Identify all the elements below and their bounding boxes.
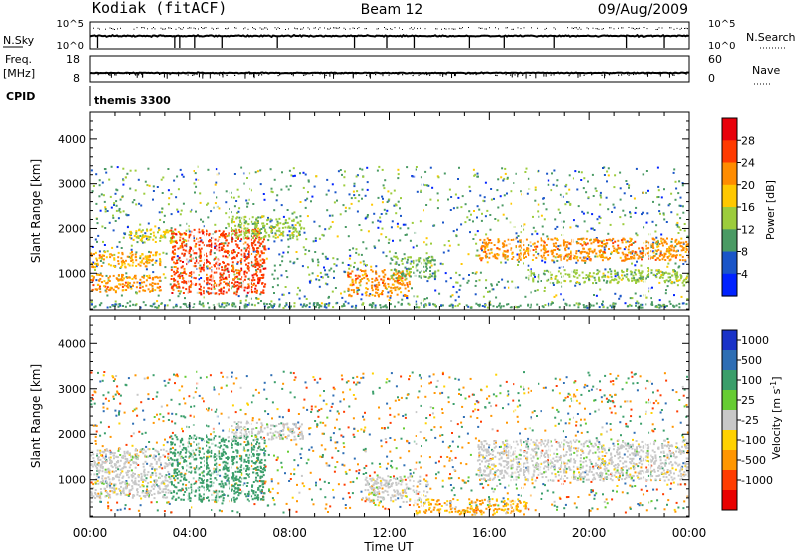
colorbar-swatch (722, 390, 737, 411)
y-tick-label: 1000 (58, 267, 86, 280)
y-tick-label: 3000 (58, 383, 86, 396)
colorbar-swatch (722, 184, 737, 208)
colorbar-swatch (722, 118, 737, 141)
colorbar-tick-label: 4 (741, 268, 748, 281)
power-colorbar: 28 24 20 16 12 8 4 (721, 117, 755, 297)
colorbar-tick-label: 20 (741, 179, 755, 192)
freq-tick-top: 18 (66, 53, 80, 66)
power-heatmap (90, 165, 689, 309)
nsky-trace (89, 33, 689, 48)
velocity-colorbar-label-sup: -1 (769, 381, 778, 389)
freq-tick-bottom: 8 (73, 72, 80, 85)
colorbar-swatch (722, 140, 737, 164)
colorbar-tick-label: -500 (741, 454, 766, 467)
velocity-y-axis: 1000 2000 3000 4000 (58, 315, 689, 517)
x-tick-label: 00:00 (73, 526, 108, 540)
power-y-axis: 1000 2000 3000 4000 (58, 111, 689, 310)
x-tick-label: 12:00 (372, 526, 407, 540)
x-tick-label: 00:00 (672, 526, 707, 540)
colorbar-swatch (722, 410, 737, 431)
velocity-ylabel: Slant Range [km] (29, 364, 43, 468)
colorbar-swatch (722, 470, 737, 491)
power-x-ticks (89, 112, 690, 310)
nsearch-tick-bottom: 10^0 (708, 41, 735, 52)
y-tick-label: 2000 (58, 428, 86, 441)
freq-unit: [MHz] (3, 67, 35, 80)
colorbar-swatch (722, 162, 737, 186)
nsky-tick-top: 10^5 (57, 19, 84, 30)
colorbar-swatch (722, 450, 737, 471)
colorbar-tick-label: 25 (741, 394, 755, 407)
power-ylabel: Slant Range [km] (29, 159, 43, 263)
nave-tick-bottom: 0 (708, 72, 715, 85)
colorbar-tick-label: 100 (741, 374, 762, 387)
freq-panel-frame (89, 55, 690, 83)
colorbar-tick-label: -100 (741, 434, 766, 447)
velocity-heatmap (90, 370, 689, 516)
y-tick-label: 2000 (58, 222, 86, 235)
colorbar-swatch (722, 330, 737, 351)
power-colorbar-label: Power [dB] (764, 180, 777, 240)
colorbar-tick-label: 8 (741, 246, 748, 259)
station-title: Kodiak (fitACF) (92, 0, 227, 17)
nsearch-tick-top: 10^5 (708, 19, 735, 30)
x-tick-label: 04:00 (173, 526, 208, 540)
nsearch-trace (93, 27, 688, 30)
cpid-value: themis 3300 (94, 94, 171, 107)
colorbar-swatch (722, 251, 737, 275)
freq-trace (89, 71, 689, 79)
y-tick-label: 4000 (58, 337, 86, 350)
colorbar-tick-label: 24 (741, 157, 755, 170)
colorbar-swatch (722, 207, 737, 230)
colorbar-swatch (722, 430, 737, 451)
velocity-colorbar-label-close: ] (770, 376, 783, 380)
colorbar-swatch (722, 229, 737, 253)
x-tick-label: 08:00 (272, 526, 307, 540)
colorbar-swatch (722, 370, 737, 391)
freq-label: Freq. (5, 53, 32, 66)
nsearch-label: N.Search (746, 31, 796, 44)
cpid-label: CPID (6, 90, 35, 103)
nsky-tick-bottom: 10^0 (57, 41, 84, 52)
y-tick-label: 1000 (58, 474, 86, 487)
nave-label: Nave (752, 64, 780, 77)
x-tick-label: 20:00 (572, 526, 607, 540)
velocity-colorbar-label-main: Velocity [m s (770, 388, 783, 459)
colorbar-swatch (722, 350, 737, 371)
nave-trace (97, 72, 687, 77)
colorbar-tick-label: 16 (741, 201, 755, 214)
velocity-colorbar-label: Velocity [m s-1] (769, 376, 783, 459)
colorbar-tick-label: -25 (741, 414, 759, 427)
y-tick-label: 3000 (58, 178, 86, 191)
colorbar-swatch (722, 490, 737, 511)
velocity-x-axis: 00:00 04:00 08:00 12:00 16:00 20:00 00:00 (73, 316, 707, 540)
colorbar-tick-label: 12 (741, 223, 755, 236)
x-tick-label: 16:00 (472, 526, 507, 540)
x-axis-label: Time UT (363, 540, 414, 554)
y-tick-label: 4000 (58, 133, 86, 146)
beam-title: Beam 12 (361, 2, 424, 18)
colorbar-tick-label: -1000 (741, 474, 773, 487)
colorbar-tick-label: 1000 (741, 334, 769, 347)
colorbar-tick-label: 500 (741, 354, 762, 367)
nave-tick-top: 60 (708, 53, 722, 66)
colorbar-tick-label: 28 (741, 134, 755, 147)
velocity-colorbar: 1000 500 100 25 -25 -100 -500 -1000 (721, 329, 773, 511)
colorbar-swatch (722, 273, 737, 297)
nsky-label: N.Sky (3, 34, 35, 47)
date-title: 09/Aug/2009 (598, 2, 688, 18)
